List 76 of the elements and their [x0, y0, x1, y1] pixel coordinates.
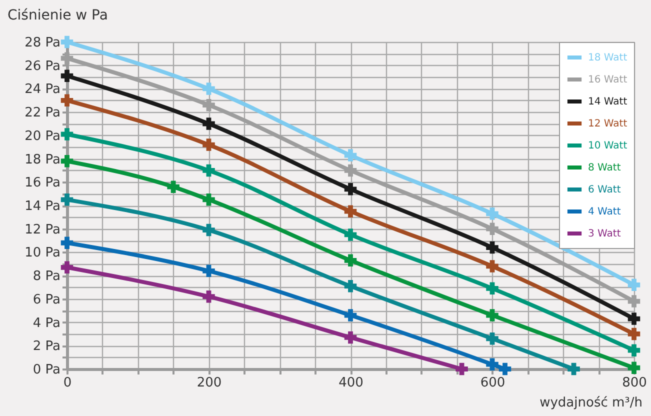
y-tick-label: 12 Pa: [24, 222, 60, 238]
point: [202, 98, 215, 112]
x-axis-title: wydajność m³/h: [540, 396, 642, 410]
point: [60, 128, 74, 140]
point: [486, 222, 498, 235]
point: [628, 312, 640, 325]
point: [202, 164, 215, 177]
point: [344, 280, 357, 292]
y-tick-label: 22 Pa: [24, 106, 60, 121]
legend-label: 14 Watt: [588, 96, 628, 108]
point: [568, 362, 580, 376]
point: [344, 309, 357, 322]
y-tick-label: 18 Pa: [24, 152, 60, 168]
point: [60, 94, 74, 107]
point: [486, 208, 498, 220]
point: [202, 138, 215, 151]
y-tick-label: 0 Pa: [32, 362, 60, 378]
point: [486, 358, 498, 370]
y-tick-label: 24 Pa: [24, 82, 60, 98]
y-tick-label: 28 Pa: [24, 36, 60, 50]
point: [60, 236, 74, 249]
point: [344, 149, 357, 162]
point: [456, 362, 468, 376]
point: [202, 290, 215, 303]
point: [167, 180, 180, 193]
y-tick-label: 16 Pa: [24, 176, 60, 191]
point: [498, 362, 512, 376]
point: [344, 183, 357, 196]
legend-label: 16 Watt: [588, 74, 628, 86]
point: [486, 282, 498, 295]
y-tick-label: 8 Pa: [32, 269, 60, 284]
x-tick-label: 600: [480, 376, 506, 390]
x-tick-label: 0: [63, 376, 72, 390]
point: [486, 309, 498, 322]
y-tick-label: 6 Pa: [32, 292, 60, 308]
point: [60, 154, 74, 168]
point: [60, 70, 74, 82]
point: [202, 194, 215, 206]
x-tick-label: 200: [196, 376, 222, 390]
point: [344, 205, 357, 218]
point: [344, 164, 357, 177]
y-tick-label: 10 Pa: [24, 246, 60, 261]
point: [628, 295, 640, 308]
point: [628, 328, 640, 340]
legend-label: 18 Watt: [588, 52, 628, 64]
point: [628, 278, 640, 292]
y-tick-label: 2 Pa: [32, 339, 60, 354]
x-tick-label: 800: [622, 376, 647, 390]
legend-label: 8 Watt: [588, 162, 621, 174]
point: [60, 194, 74, 206]
point: [60, 261, 74, 274]
point: [486, 241, 498, 254]
y-tick-label: 26 Pa: [24, 58, 60, 74]
point: [344, 254, 357, 267]
y-tick-label: 14 Pa: [24, 199, 60, 214]
point: [202, 224, 215, 236]
y-axis-title: Ciśnienie w Pa: [8, 8, 108, 24]
y-tick-label: 4 Pa: [32, 316, 60, 331]
legend-label: 3 Watt: [588, 228, 621, 240]
point: [344, 331, 357, 344]
x-tick-label: 400: [338, 376, 364, 390]
point: [344, 228, 357, 241]
point: [486, 332, 498, 345]
point: [60, 36, 74, 48]
point: [628, 344, 640, 356]
point: [486, 260, 498, 272]
point: [202, 82, 215, 95]
point: [202, 264, 215, 278]
legend-label: 6 Watt: [588, 184, 621, 196]
point: [202, 118, 215, 130]
point: [628, 362, 640, 374]
y-tick-label: 20 Pa: [24, 128, 60, 144]
legend-label: 10 Watt: [588, 140, 628, 152]
point: [60, 52, 74, 64]
legend-label: 12 Watt: [588, 118, 628, 130]
legend-label: 4 Watt: [588, 206, 621, 218]
